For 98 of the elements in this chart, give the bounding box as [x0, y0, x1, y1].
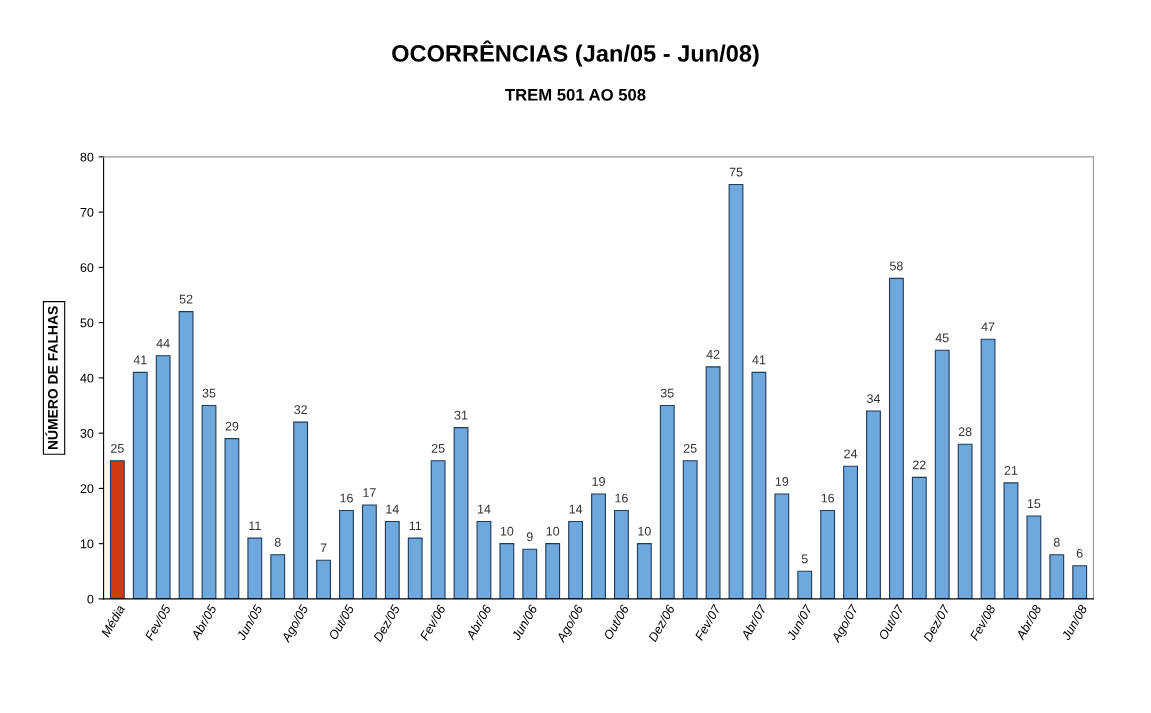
data-label: 25 [431, 443, 445, 453]
data-label: 44 [156, 339, 170, 348]
data-label: 19 [592, 477, 605, 486]
bar [453, 427, 469, 599]
data-label: 35 [202, 388, 216, 398]
bar [797, 570, 813, 599]
data-label: 28 [958, 427, 972, 437]
bar [659, 404, 675, 599]
bar [911, 476, 927, 599]
y-tick-label: 80 [80, 152, 94, 162]
data-label: 31 [454, 410, 468, 420]
bar [522, 548, 538, 599]
bar [339, 509, 354, 599]
data-label: 16 [340, 493, 353, 503]
chart-title: OCORRÊNCIAS (Jan/05 - Jun/08) [392, 40, 759, 67]
bar [751, 371, 767, 599]
bar [1049, 554, 1065, 599]
data-label: 21 [1004, 466, 1018, 475]
bar [224, 438, 240, 599]
y-tick-label: 40 [80, 373, 94, 383]
bar [568, 521, 584, 599]
bar [980, 338, 996, 599]
bar [1072, 565, 1088, 599]
data-label: 19 [775, 477, 789, 486]
data-label: 8 [1053, 537, 1060, 547]
bar [614, 509, 629, 599]
data-label: 24 [844, 449, 858, 459]
data-label: 58 [889, 261, 903, 271]
y-tick-label: 70 [80, 207, 94, 217]
bar [270, 554, 286, 599]
data-label: 75 [729, 167, 743, 177]
y-tick-label: 30 [80, 428, 94, 438]
data-label: 16 [821, 493, 835, 503]
bar [476, 521, 492, 599]
bar [545, 543, 561, 599]
data-label: 16 [615, 493, 628, 503]
y-axis-title: NÚMERO DE FALHAS [45, 306, 58, 450]
data-label: 41 [133, 355, 147, 365]
data-label: 29 [225, 421, 239, 431]
data-label: 14 [477, 504, 491, 514]
data-label: 10 [546, 526, 560, 536]
data-label: 8 [274, 537, 281, 547]
bar [407, 537, 423, 599]
data-label: 10 [500, 526, 514, 536]
data-label: 15 [1027, 499, 1041, 509]
bar [820, 509, 836, 599]
data-label: 5 [801, 554, 808, 564]
bar [384, 521, 400, 599]
y-tick-label: 10 [80, 539, 94, 549]
chart-subtitle: TREM 501 AO 508 [505, 88, 646, 101]
y-tick-label: 20 [80, 484, 94, 494]
y-tick-label: 0 [87, 594, 94, 604]
bar [888, 277, 904, 599]
bar [636, 543, 652, 599]
bar [1026, 515, 1042, 599]
bar [957, 443, 973, 599]
data-label: 47 [981, 322, 995, 332]
bar [201, 404, 217, 599]
data-label: 6 [1076, 548, 1083, 558]
bar [682, 460, 698, 599]
data-label: 22 [912, 460, 926, 470]
y-tick-label: 50 [80, 318, 94, 328]
data-label: 9 [526, 532, 533, 542]
data-label: 10 [638, 526, 651, 536]
bar [430, 460, 446, 599]
bar [843, 465, 858, 599]
bar [728, 183, 744, 599]
bar [1003, 482, 1019, 599]
bar [109, 460, 125, 599]
data-label: 41 [752, 355, 766, 365]
bar [178, 311, 194, 599]
bar [293, 421, 309, 599]
bar [934, 349, 950, 599]
data-label: 34 [867, 394, 881, 404]
data-label: 42 [706, 349, 720, 359]
data-label: 35 [660, 388, 674, 398]
data-label: 45 [935, 333, 949, 343]
bar [316, 559, 331, 599]
bar [591, 493, 606, 599]
data-label: 11 [249, 521, 261, 530]
data-label: 7 [320, 543, 327, 553]
data-label: 25 [683, 443, 697, 453]
bar [866, 410, 881, 599]
bar [774, 493, 790, 599]
bar [247, 537, 263, 599]
bar [155, 355, 171, 599]
y-tick-label: 60 [80, 263, 94, 273]
data-label: 32 [294, 405, 307, 415]
bar [705, 366, 721, 599]
data-label: 17 [363, 488, 376, 497]
data-label: 11 [409, 521, 422, 530]
data-label: 14 [386, 504, 399, 514]
bar [361, 504, 377, 599]
data-label: 14 [569, 504, 583, 514]
bar [132, 371, 148, 599]
data-label: 52 [179, 294, 193, 304]
data-label: 25 [111, 443, 124, 453]
bar [499, 543, 515, 599]
